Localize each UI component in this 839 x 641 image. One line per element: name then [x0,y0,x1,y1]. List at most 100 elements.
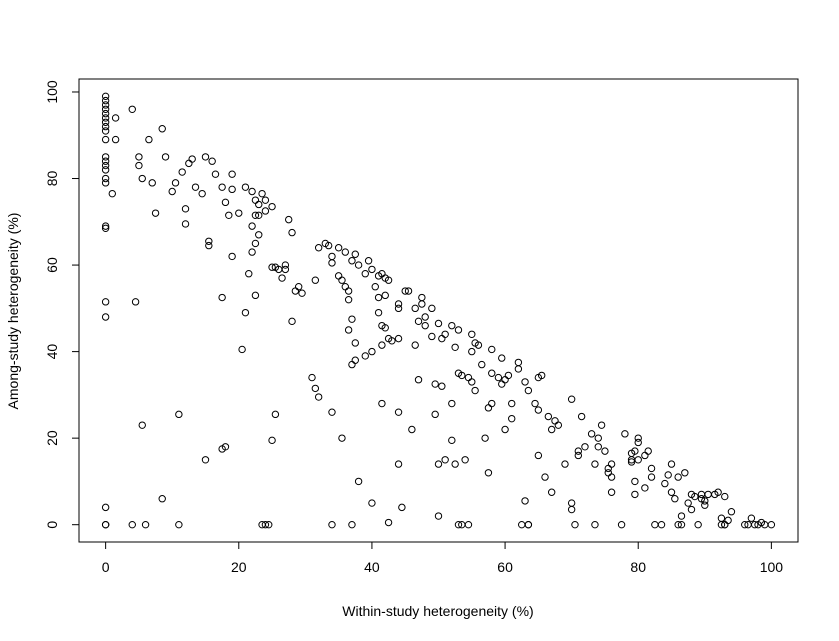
data-point [324,241,333,250]
data-point [175,410,183,419]
data-point [701,501,709,509]
data-point [531,399,539,408]
data-point [561,460,569,468]
data-point [428,332,436,341]
data-point [514,365,523,373]
data-point [504,371,513,380]
data-point [235,209,243,217]
data-point [521,378,529,386]
data-point [448,321,456,330]
data-point [248,187,256,196]
data-point [714,488,722,496]
data-point [401,287,409,295]
data-point [141,520,150,529]
data-point [394,304,403,313]
data-point [674,473,682,481]
y-tick-label: 100 [44,80,60,104]
data-point [328,259,336,267]
data-point [101,92,110,101]
data-point [591,520,599,529]
data-point [634,434,642,442]
data-point [741,520,749,529]
y-axis: 0 20 40 60 80 100 [44,80,80,529]
data-point [434,460,443,468]
y-axis-title: Among-study heterogeneity (%) [5,213,21,410]
data-point [468,378,476,386]
data-point [268,436,276,445]
data-point [288,228,296,237]
data-point [101,96,110,105]
data-point [378,341,386,349]
data-point [294,283,303,291]
x-tick-label: 40 [364,559,380,575]
data-point [208,157,216,165]
data-point [394,460,403,468]
data-point [438,382,446,390]
data-point [185,159,193,168]
data-point [135,161,143,170]
data-point [251,239,260,248]
data-point [101,503,110,512]
data-point [341,283,349,291]
data-point [371,283,379,291]
data-point [514,358,523,367]
data-point [594,434,602,442]
data-point [278,274,286,282]
data-point [128,105,136,113]
data-point [175,520,183,529]
data-point [664,471,672,479]
data-point [308,373,316,382]
data-point [198,189,206,198]
data-point [101,179,110,187]
data-point [101,105,110,113]
data-point [488,369,496,377]
data-point [508,414,516,423]
data-point [451,460,459,468]
data-point [205,241,213,250]
data-point [468,347,476,356]
data-point [334,244,343,252]
data-point [547,425,556,434]
data-point [251,291,260,300]
data-point [647,473,656,481]
data-point [101,313,110,321]
data-point [544,412,553,421]
data-point [534,406,543,414]
data-point [721,492,729,501]
data-point [717,520,726,529]
data-point [677,520,686,529]
data-point [691,492,699,501]
x-tick-label: 60 [497,559,513,575]
data-point [218,293,226,302]
data-point [431,410,439,419]
data-point [508,399,516,408]
data-point [667,488,676,496]
data-point [341,248,349,256]
data-point [484,469,493,477]
data-point [488,399,496,408]
data-point [135,153,143,161]
data-point [168,187,176,196]
data-point [438,334,446,343]
data-point [364,257,373,265]
data-point [411,341,419,349]
data-point [594,443,602,451]
data-point [171,179,180,187]
data-point [241,183,250,191]
data-point [414,376,423,384]
y-tick-label: 40 [44,344,60,360]
data-point [567,395,576,403]
data-point [418,293,426,302]
data-point [644,447,652,455]
data-point [374,293,383,302]
data-point [268,263,276,271]
data-point [704,490,712,499]
data-point [604,469,612,477]
points-layer [101,92,776,529]
y-tick-label: 0 [44,521,60,529]
data-point [245,270,253,278]
data-point [498,354,506,362]
data-point [661,479,669,488]
data-point [571,520,579,529]
data-point [361,352,369,360]
